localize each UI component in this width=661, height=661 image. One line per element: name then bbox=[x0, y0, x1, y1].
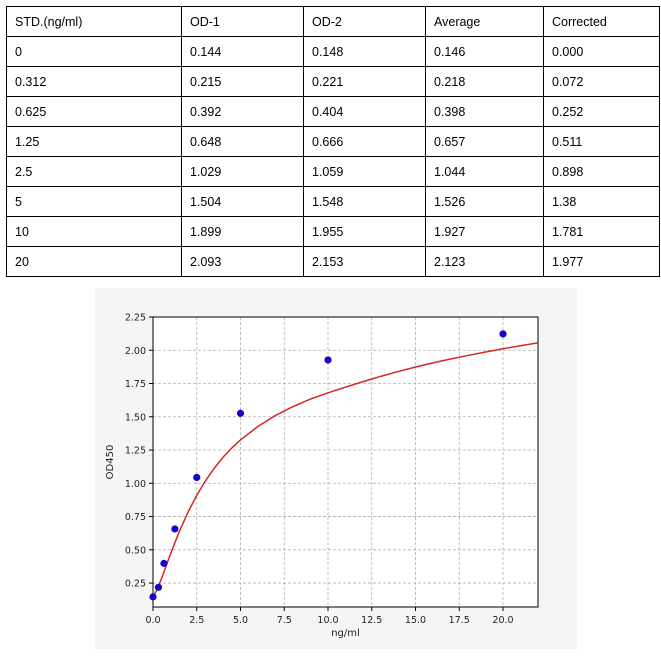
table-cell: 0.144 bbox=[181, 36, 304, 67]
table-cell: 5 bbox=[6, 186, 182, 217]
table-cell: 0.404 bbox=[303, 96, 426, 127]
table-cell: 1.044 bbox=[425, 156, 544, 187]
y-tick-label: 1.50 bbox=[125, 412, 146, 423]
table-cell: 0.398 bbox=[425, 96, 544, 127]
table-cell: 0.146 bbox=[425, 36, 544, 67]
tick-layer: 0.0 2.5 5.0 7.5 10.0 12.5 15.0 17.5 20.0 0.25 0.50… bbox=[125, 313, 514, 627]
data-point bbox=[149, 593, 157, 601]
chart-canvas: 0.0 2.5 5.0 7.5 10.0 12.5 15.0 17.5 20.0 0.25 0.50… bbox=[105, 313, 539, 639]
grid-layer bbox=[152, 316, 538, 607]
table-cell: 0.898 bbox=[543, 156, 660, 187]
table-cell: 0.666 bbox=[303, 126, 426, 157]
column-header: Corrected bbox=[543, 6, 660, 37]
table-cell: 0.221 bbox=[303, 66, 426, 97]
table-row: 0.312 0.215 0.221 0.218 0.072 bbox=[6, 66, 660, 97]
table-cell: 0.148 bbox=[303, 36, 426, 67]
table-cell: 1.029 bbox=[181, 156, 304, 187]
table-cell: 2.123 bbox=[425, 246, 544, 277]
table-cell: 1.977 bbox=[543, 246, 660, 277]
table-cell: 1.504 bbox=[181, 186, 304, 217]
column-header: OD-1 bbox=[181, 6, 304, 37]
y-tick-label: 2.00 bbox=[125, 346, 146, 357]
column-header: Average bbox=[425, 6, 544, 37]
table-cell: 1.781 bbox=[543, 216, 660, 247]
column-header: STD.(ng/ml) bbox=[6, 6, 182, 37]
table-cell: 0.218 bbox=[425, 66, 544, 97]
table-row: 0 0.144 0.148 0.146 0.000 bbox=[6, 36, 660, 67]
table-cell: 0.000 bbox=[543, 36, 660, 67]
fit-curve-line bbox=[153, 342, 538, 598]
table-cell: 1.526 bbox=[425, 186, 544, 217]
table-cell: 1.899 bbox=[181, 216, 304, 247]
table-cell: 0.511 bbox=[543, 126, 660, 157]
table-row: 10 1.899 1.955 1.927 1.781 bbox=[6, 216, 660, 247]
table-cell: 1.548 bbox=[303, 186, 426, 217]
table-cell: 0.072 bbox=[543, 66, 660, 97]
x-tick-label: 20.0 bbox=[492, 615, 513, 626]
table-cell: 0.625 bbox=[6, 96, 182, 127]
y-tick-label: 1.75 bbox=[125, 379, 146, 390]
y-tick-label: 1.00 bbox=[125, 479, 146, 490]
x-tick-label: 17.5 bbox=[449, 615, 470, 626]
table-cell: 1.955 bbox=[303, 216, 426, 247]
table-cell: 0.392 bbox=[181, 96, 304, 127]
standards-table: STD.(ng/ml) OD-1 OD-2 Average Corrected 0 0.14… bbox=[6, 6, 660, 277]
data-point bbox=[236, 409, 245, 417]
y-axis-title: OD450 bbox=[105, 445, 116, 480]
y-tick-label: 1.25 bbox=[125, 446, 146, 457]
data-point bbox=[154, 583, 163, 591]
plot-area-frame bbox=[152, 316, 539, 608]
column-header: OD-2 bbox=[303, 6, 426, 37]
table-cell: 2.153 bbox=[303, 246, 426, 277]
table-cell: 1.38 bbox=[543, 186, 660, 217]
table-cell: 0.252 bbox=[543, 96, 660, 127]
standards-table-body: STD.(ng/ml) OD-1 OD-2 Average Corrected 0 0.14… bbox=[6, 6, 660, 277]
table-row: 1.25 0.648 0.666 0.657 0.511 bbox=[6, 126, 660, 157]
table-cell: 0.648 bbox=[181, 126, 304, 157]
table-cell: 0 bbox=[6, 36, 182, 67]
table-cell: 0.312 bbox=[6, 66, 182, 97]
table-header-row: STD.(ng/ml) OD-1 OD-2 Average Corrected bbox=[6, 6, 660, 37]
standard-curve-chart: 0.0 2.5 5.0 7.5 10.0 12.5 15.0 17.5 20.0 0.25 0.50… bbox=[95, 288, 577, 649]
x-tick-label: 5.0 bbox=[233, 615, 248, 626]
x-tick-label: 12.5 bbox=[361, 615, 382, 626]
x-axis-title: ng/ml bbox=[331, 628, 360, 639]
table-row: 20 2.093 2.153 2.123 1.977 bbox=[6, 246, 660, 277]
y-tick-label: 0.50 bbox=[125, 545, 146, 556]
table-row: 5 1.504 1.548 1.526 1.38 bbox=[6, 186, 660, 217]
table-cell: 2.093 bbox=[181, 246, 304, 277]
data-point bbox=[160, 559, 168, 567]
data-point bbox=[171, 525, 179, 533]
x-tick-label: 10.0 bbox=[317, 615, 338, 626]
table-cell: 1.059 bbox=[303, 156, 426, 187]
table-cell: 0.215 bbox=[181, 66, 304, 97]
table-row: 2.5 1.029 1.059 1.044 0.898 bbox=[6, 156, 660, 187]
x-tick-label: 0.0 bbox=[145, 615, 160, 626]
table-cell: 0.657 bbox=[425, 126, 544, 157]
table-cell: 2.5 bbox=[6, 156, 182, 187]
y-tick-label: 2.25 bbox=[125, 313, 146, 324]
x-tick-label: 15.0 bbox=[405, 615, 426, 626]
table-cell: 10 bbox=[6, 216, 182, 247]
data-point bbox=[324, 356, 332, 364]
data-point bbox=[499, 330, 507, 338]
y-tick-label: 0.25 bbox=[125, 579, 146, 590]
table-cell: 1.25 bbox=[6, 126, 182, 157]
table-row: 0.625 0.392 0.404 0.398 0.252 bbox=[6, 96, 660, 127]
table-cell: 1.927 bbox=[425, 216, 544, 247]
x-tick-label: 2.5 bbox=[189, 615, 204, 626]
data-layer bbox=[149, 330, 538, 601]
data-point bbox=[193, 473, 201, 482]
y-tick-label: 0.75 bbox=[125, 512, 146, 523]
table-cell: 20 bbox=[6, 246, 182, 277]
plot-background bbox=[153, 317, 538, 607]
x-tick-label: 7.5 bbox=[277, 615, 292, 626]
